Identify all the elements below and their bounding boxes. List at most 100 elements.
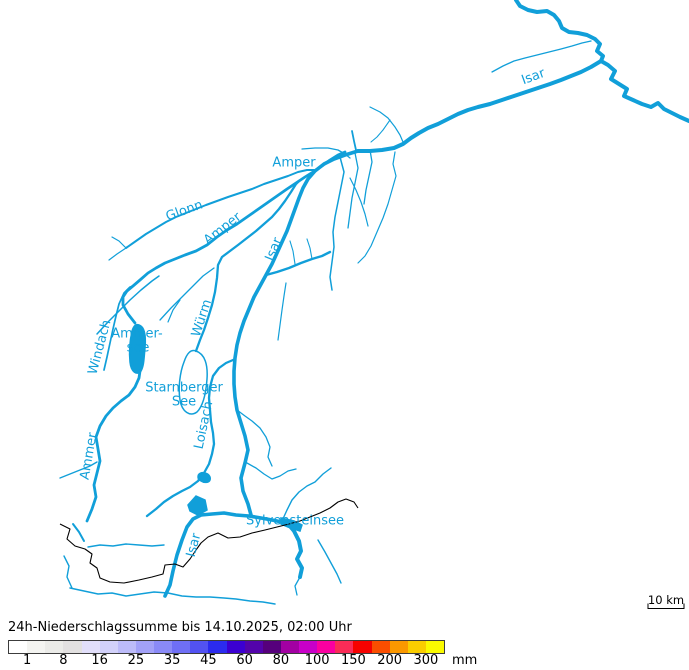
river-glonn [125,169,315,249]
borders-layer [59,498,359,584]
legend-color-segment [117,641,136,653]
legend-color-segment [335,641,354,653]
legend-color-segment [389,641,408,653]
legend-tick-80: 80 [272,653,290,668]
lake-starnberger-see [178,349,208,415]
river-branch-east-up-b [306,238,313,260]
river-ammer-west-trib [59,461,98,479]
legend-unit: mm [452,653,478,668]
legend-color-segment [353,641,372,653]
legend-tick-8: 8 [59,653,68,668]
river-junction-dangle [351,130,357,151]
legend-tick-100: 100 [304,653,330,668]
legend-color-segment [9,641,28,653]
legend-color-segment [208,641,227,653]
legend-color-segment [299,641,318,653]
river-ammer [85,369,142,523]
river-top-thin-trib [491,40,592,73]
legend-color-segment [371,641,390,653]
river-isar-amper-ne [356,59,603,153]
legend-color-segment [27,641,46,653]
river-munich-channel-a [329,156,345,291]
legend-color-segment [135,641,154,653]
lakes-layer [128,323,303,532]
river-isar-upper [163,511,284,598]
scale-bar-label: 10 km [648,593,684,607]
legend-color-segment [280,641,299,653]
border-state-border [59,498,359,584]
lake-ammersee [128,323,147,374]
river-south-right-trib [317,539,342,584]
legend-color-segment [172,641,191,653]
river-branch-east [264,250,332,277]
legend-tick-16: 16 [91,653,108,668]
scale-bar-line [647,603,685,609]
river-nw-thin-trib [369,106,404,143]
lake-sylvensteinsee-lake [280,517,303,532]
map-label: Amper [272,156,316,171]
river-south-tail-2 [294,576,301,596]
river-map: IsarAmperGlonnAmperIsarWürmAmmer-seeWind… [59,0,689,609]
river-west-parallel-c [167,299,181,323]
legend-tick-200: 200 [377,653,403,668]
map-label: Amper [201,209,245,248]
river-windach [103,285,134,371]
legend-color-segment [317,641,336,653]
river-sylv-north-trib [281,467,332,522]
river-long-se-trib [357,151,397,264]
river-isar-sylvenstein-tail [286,522,304,579]
legend-color-segment [154,641,173,653]
legend-color-segment [81,641,100,653]
river-bl-squiggle-a [72,523,85,542]
river-parallel-right [277,282,287,341]
legend-color-segment [190,641,209,653]
river-isar-meander-east [599,59,689,123]
map-label: Isar [184,531,205,559]
river-isar-north [232,149,360,517]
river-bottom-long-river [69,587,276,605]
legend-color-segment [262,641,281,653]
river-isar-top-loop [514,0,605,63]
river-bl-squiggle-b [63,555,73,589]
legend-color-segment [99,641,118,653]
labels-layer: IsarAmperGlonnAmperIsarWürmAmmer-seeWind… [78,66,548,559]
legend-tick-25: 25 [127,653,145,668]
river-glonn-fork-a [108,247,127,261]
scale-bar: 10 km [647,593,685,609]
river-amper [121,150,347,325]
legend-tick-35: 35 [163,653,181,668]
map-label: Ammer- [111,327,163,342]
legend-tick-60: 60 [236,653,253,668]
legend-bar [8,640,445,654]
river-isar-east-trib-b [246,462,297,480]
legend-color-segment [226,641,245,653]
legend-tick-150: 150 [340,653,366,668]
river-wuerm [194,179,301,353]
river-branch-east-up-a [289,240,296,265]
legend-ticks: mm 1 8 16 25 35 45 60 80 100 150 200 300 [0,653,689,670]
river-munich-channel-b [347,152,359,229]
river-munich-channel-c [363,149,373,205]
legend-title: 24h-Niederschlagssumme bis 14.10.2025, 0… [8,620,352,635]
map-label: See [172,395,196,410]
rivers-layer [59,0,689,605]
legend-tick-1: 1 [22,653,32,668]
legend-color-segment [425,641,444,653]
river-amper-north-thin [301,147,351,159]
river-se-dangle [349,177,369,227]
river-west-parallel-a [96,275,160,335]
map-label: Würm [189,298,215,339]
map-label: Windach [86,318,115,376]
legend-color-segment [45,641,64,653]
river-loisach [145,358,235,518]
legend-color-segment [244,641,263,653]
river-glonn-fork-b [111,236,127,249]
map-label: Sylvensteinsee [246,514,344,529]
map-label: see [127,341,150,356]
lake-walchensee [187,495,208,516]
legend-tick-45: 45 [200,653,217,668]
legend-color-segment [63,641,82,653]
map-label: Starnberger [145,381,223,396]
legend-color-segment [407,641,426,653]
